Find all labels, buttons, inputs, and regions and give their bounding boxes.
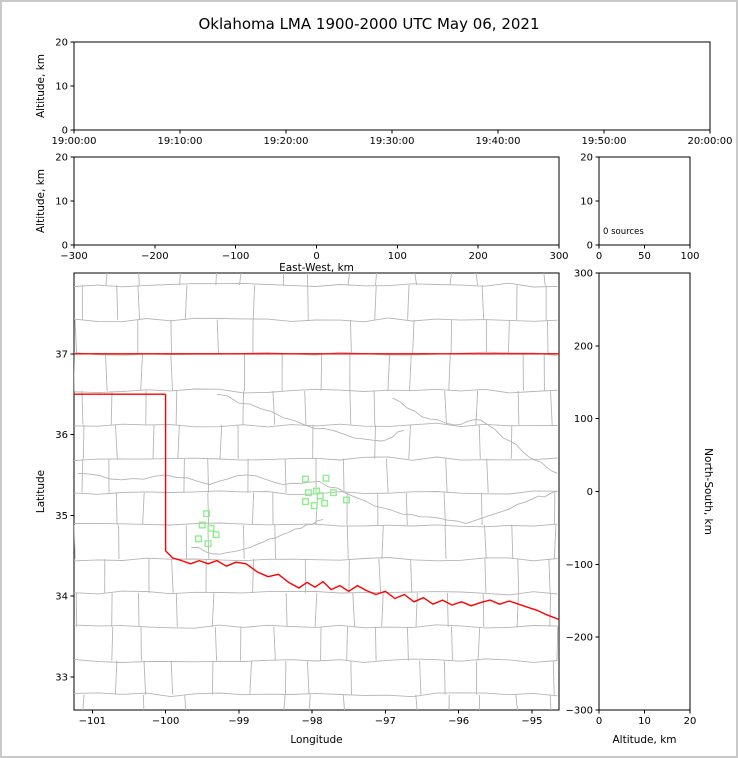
ew_height-frame <box>73 156 560 246</box>
panel-source_histogram: 0 50 100 0 10 20 0 sources <box>580 153 699 263</box>
x-tick-label: 19:20:00 <box>264 136 309 147</box>
station-marker <box>203 510 211 518</box>
x-tick-label: −100 <box>222 251 249 262</box>
y-tick-label: 10 <box>55 197 68 208</box>
x-tick-label: 10 <box>638 716 651 727</box>
ns_height-frame <box>598 272 691 711</box>
y-tick-label: 0 <box>587 487 593 498</box>
red-river-border <box>165 550 559 621</box>
lma-stations <box>194 474 351 548</box>
y-tick-label: 34 <box>55 592 68 603</box>
ew_height-ylabel: Altitude, km <box>35 169 47 233</box>
station-marker <box>329 489 337 497</box>
station-marker <box>302 498 310 506</box>
x-tick-label: 200 <box>469 251 488 262</box>
x-tick-label: −101 <box>79 716 106 727</box>
x-tick-label: 0 <box>313 251 319 262</box>
station-marker <box>302 475 310 483</box>
station-marker <box>321 499 329 507</box>
x-tick-label: −97 <box>375 716 396 727</box>
station-marker <box>198 521 206 529</box>
x-tick-label: 300 <box>549 251 568 262</box>
state-border <box>74 353 559 621</box>
panel-ns_height: 0 10 20 −300 −200 −100 0 100 200 300 Altitude, km N… <box>566 269 714 747</box>
ns_height-xlabel: Altitude, km <box>612 734 676 746</box>
x-tick-label: 0 <box>596 251 602 262</box>
station-marker <box>204 540 212 548</box>
station-marker <box>322 474 330 482</box>
y-tick-label: 0 <box>587 241 593 252</box>
y-tick-label: 200 <box>574 341 593 352</box>
source_histogram-frame <box>598 156 691 246</box>
y-tick-label: 35 <box>55 511 68 522</box>
county-lines <box>74 273 559 710</box>
y-tick-label: 0 <box>62 126 68 137</box>
y-tick-label: 36 <box>55 430 68 441</box>
x-tick-label: −99 <box>228 716 249 727</box>
x-tick-label: −200 <box>141 251 168 262</box>
x-tick-label: 19:50:00 <box>582 136 627 147</box>
y-tick-label: 10 <box>55 82 68 93</box>
station-marker <box>343 496 351 504</box>
panel-time_height: 19:00:00 19:10:00 19:20:00 19:30:00 19:40:00… <box>35 38 732 148</box>
x-tick-label: −300 <box>60 251 87 262</box>
source_histogram-annotation: 0 sources <box>603 227 644 237</box>
chart-title: Oklahoma LMA 1900-2000 UTC May 06, 2021 <box>198 15 540 33</box>
station-marker <box>194 535 202 543</box>
station-marker <box>316 492 324 500</box>
y-tick-label: 37 <box>55 349 68 360</box>
x-tick-label: −96 <box>448 716 469 727</box>
x-tick-label: −98 <box>302 716 323 727</box>
time_height-ylabel: Altitude, km <box>35 54 47 118</box>
ew_height-xlabel: East-West, km <box>279 262 354 274</box>
y-tick-label: −300 <box>566 706 593 717</box>
x-tick-label: 50 <box>638 251 651 262</box>
y-tick-label: 20 <box>55 153 68 164</box>
time_height-frame <box>73 41 711 131</box>
y-tick-label: −200 <box>566 633 593 644</box>
x-tick-label: 19:00:00 <box>52 136 97 147</box>
x-tick-label: 20:00:00 <box>688 136 733 147</box>
panel-plan_view: −101 −100 −99 −98 −97 −96 −95 33 34 35 36 37 Longitu… <box>35 272 560 746</box>
y-tick-label: 20 <box>580 153 593 164</box>
x-tick-label: 20 <box>684 716 697 727</box>
x-tick-label: 19:10:00 <box>158 136 203 147</box>
x-tick-label: −100 <box>152 716 179 727</box>
y-tick-label: 10 <box>580 197 593 208</box>
plan_view-frame <box>73 272 560 711</box>
map-content <box>74 273 559 710</box>
station-marker <box>310 502 318 510</box>
station-marker <box>207 524 215 532</box>
station-marker <box>212 531 220 539</box>
plan_view-ylabel: Latitude <box>35 470 47 513</box>
station-marker <box>313 487 321 495</box>
x-tick-label: 19:30:00 <box>370 136 415 147</box>
x-tick-label: 0 <box>596 716 602 727</box>
y-tick-label: 33 <box>55 672 68 683</box>
y-tick-label: 300 <box>574 269 593 280</box>
x-tick-label: 100 <box>388 251 407 262</box>
y-tick-label: 100 <box>574 414 593 425</box>
x-tick-label: 19:40:00 <box>476 136 521 147</box>
station-marker <box>304 489 312 497</box>
x-tick-label: 100 <box>680 251 699 262</box>
y-tick-label: 0 <box>62 241 68 252</box>
y-tick-label: −100 <box>566 560 593 571</box>
plan_view-xlabel: Longitude <box>290 734 342 746</box>
ns_height-ylabel: North-South, km <box>702 448 714 535</box>
x-tick-label: −95 <box>521 716 542 727</box>
y-tick-label: 20 <box>55 38 68 49</box>
panel-ew_height: −300 −200 −100 0 100 200 300 0 10 20 East-West, km… <box>35 153 569 275</box>
